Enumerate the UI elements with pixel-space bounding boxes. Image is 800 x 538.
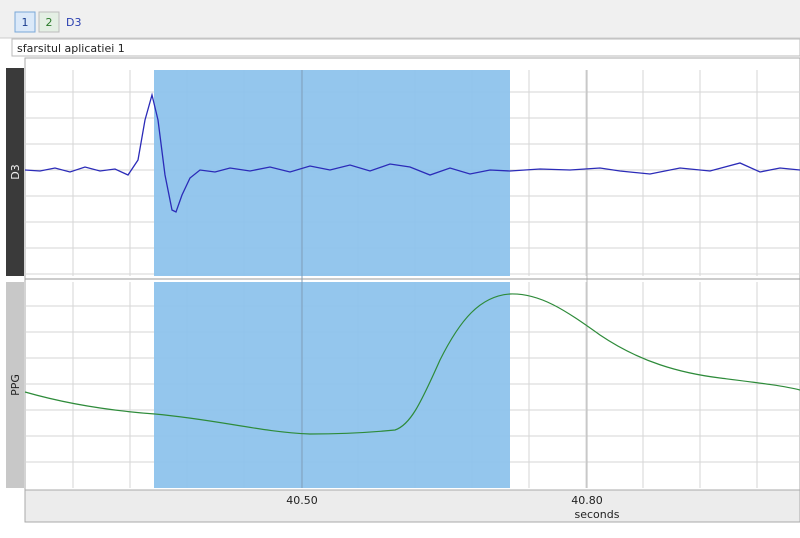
panel-strip <box>6 68 24 276</box>
channel-name: D3 <box>66 16 81 29</box>
panel-strip <box>6 282 24 488</box>
time-axis <box>24 489 800 523</box>
panel-label: PPG <box>9 374 22 396</box>
tab-label[interactable]: 1 <box>22 16 29 29</box>
event-field[interactable] <box>11 38 800 57</box>
time-unit: seconds <box>575 508 620 521</box>
event-label: sfarsitul aplicatiei 1 <box>17 42 125 55</box>
tab[interactable] <box>38 11 60 33</box>
toolbar <box>0 0 800 38</box>
tab[interactable] <box>14 11 36 33</box>
selection[interactable] <box>154 282 510 488</box>
d3-trace <box>24 92 800 213</box>
selection[interactable] <box>154 70 510 276</box>
time-tick: 40.50 <box>286 494 318 507</box>
time-tick: 40.80 <box>571 494 603 507</box>
ppg-trace <box>24 293 800 435</box>
tab-label[interactable]: 2 <box>46 16 53 29</box>
panel-label: D3 <box>9 164 22 179</box>
